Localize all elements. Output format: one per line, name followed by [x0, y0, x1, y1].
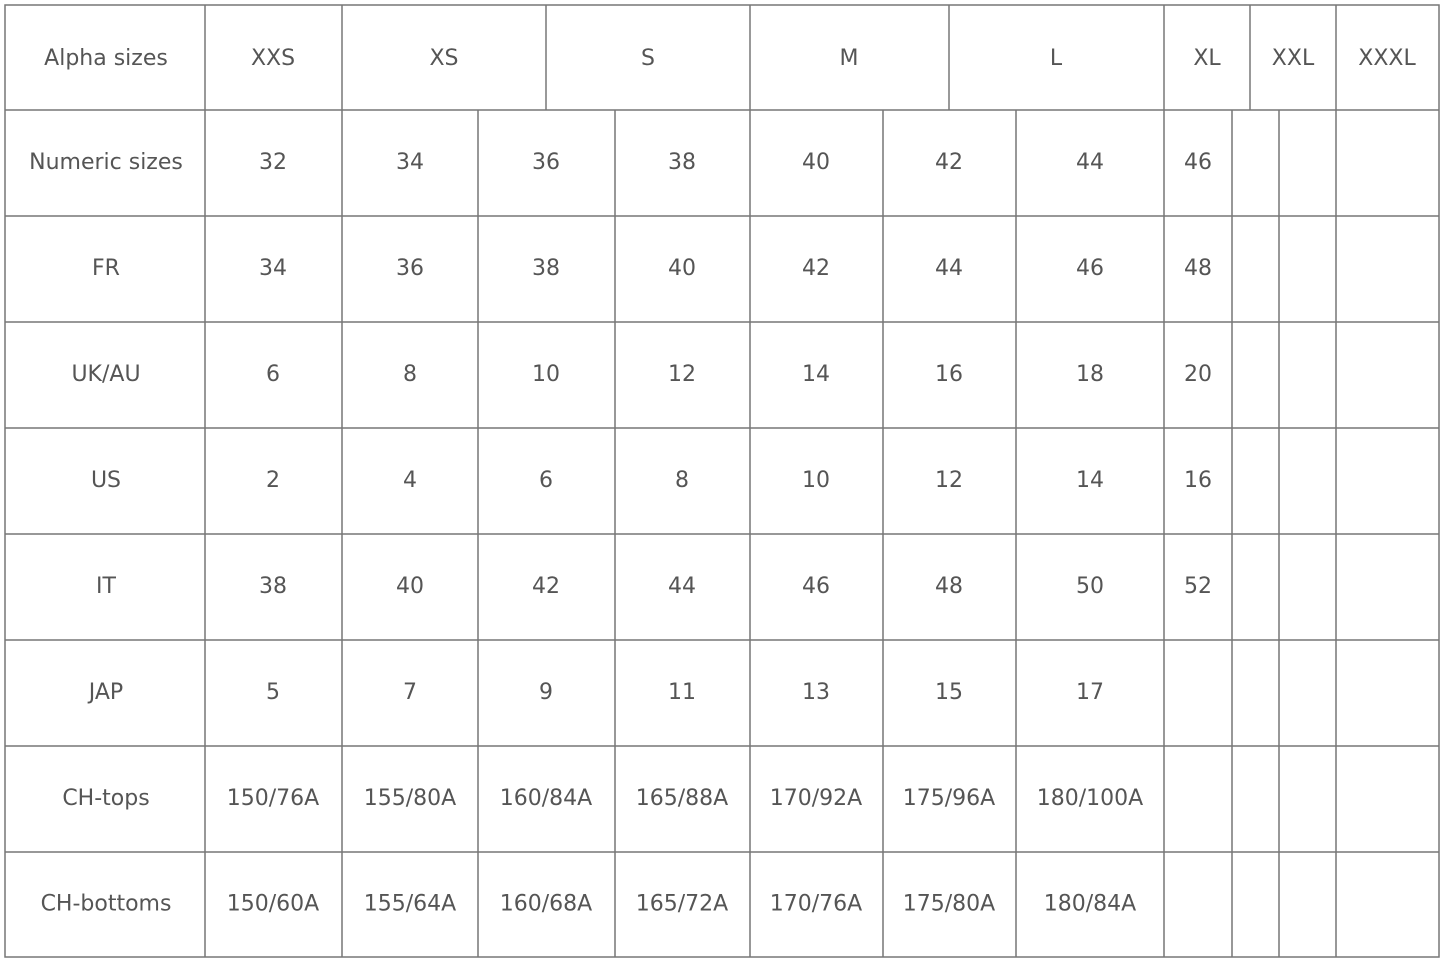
size-cell: 44: [1076, 150, 1104, 175]
size-cell: 12: [935, 468, 963, 493]
header-cell: M: [840, 46, 859, 71]
size-cell: 2: [266, 468, 280, 493]
size-cell: 8: [403, 362, 417, 387]
size-cell: 9: [539, 680, 553, 705]
size-cell: 8: [675, 468, 689, 493]
size-cell: 44: [935, 256, 963, 281]
size-cell: 46: [802, 574, 830, 599]
size-cell: 38: [532, 256, 560, 281]
size-cell: 10: [802, 468, 830, 493]
size-cell: 160/84A: [500, 786, 592, 811]
size-cell: 40: [802, 150, 830, 175]
row-label: Numeric sizes: [29, 150, 183, 175]
size-cell: 6: [539, 468, 553, 493]
size-cell: 150/60A: [227, 892, 319, 917]
size-cell: 48: [1184, 256, 1212, 281]
size-cell: 42: [802, 256, 830, 281]
size-cell: 42: [935, 150, 963, 175]
size-cell: 17: [1076, 680, 1104, 705]
header-cell: L: [1050, 46, 1063, 71]
size-cell: 175/80A: [903, 892, 995, 917]
size-cell: 180/100A: [1037, 786, 1143, 811]
size-cell: 165/72A: [636, 892, 728, 917]
size-cell: 46: [1184, 150, 1212, 175]
size-cell: 13: [802, 680, 830, 705]
size-cell: 10: [532, 362, 560, 387]
size-cell: 36: [532, 150, 560, 175]
size-cell: 18: [1076, 362, 1104, 387]
size-cell: 11: [668, 680, 696, 705]
size-cell: 170/76A: [770, 892, 862, 917]
size-cell: 7: [403, 680, 417, 705]
size-cell: 20: [1184, 362, 1212, 387]
size-cell: 14: [802, 362, 830, 387]
size-cell: 36: [396, 256, 424, 281]
size-cell: 46: [1076, 256, 1104, 281]
size-cell: 12: [668, 362, 696, 387]
size-cell: 40: [396, 574, 424, 599]
size-cell: 34: [259, 256, 287, 281]
row-label: JAP: [87, 680, 123, 705]
size-cell: 15: [935, 680, 963, 705]
size-cell: 48: [935, 574, 963, 599]
row-label: CH-bottoms: [41, 892, 172, 917]
header-cell: S: [641, 46, 655, 71]
size-cell: 50: [1076, 574, 1104, 599]
size-cell: 4: [403, 468, 417, 493]
size-cell: 44: [668, 574, 696, 599]
header-cell: XS: [429, 46, 458, 71]
size-cell: 34: [396, 150, 424, 175]
size-cell: 155/64A: [364, 892, 456, 917]
header-cell: XXXL: [1358, 46, 1416, 71]
row-label: US: [91, 468, 121, 493]
header-cell: XXS: [251, 46, 295, 71]
size-cell: 42: [532, 574, 560, 599]
size-cell: 16: [1184, 468, 1212, 493]
row-label: FR: [92, 256, 120, 281]
size-cell: 16: [935, 362, 963, 387]
row-label: IT: [96, 574, 116, 599]
size-cell: 5: [266, 680, 280, 705]
size-cell: 52: [1184, 574, 1212, 599]
size-cell: 165/88A: [636, 786, 728, 811]
size-cell: 38: [259, 574, 287, 599]
row-label: UK/AU: [71, 362, 140, 387]
size-cell: 150/76A: [227, 786, 319, 811]
table-border: [4, 4, 1440, 958]
row-label: CH-tops: [62, 786, 149, 811]
size-cell: 38: [668, 150, 696, 175]
header-cell: XXL: [1272, 46, 1315, 71]
header-cell: Alpha sizes: [44, 46, 168, 71]
size-cell: 180/84A: [1044, 892, 1136, 917]
size-cell: 32: [259, 150, 287, 175]
size-cell: 170/92A: [770, 786, 862, 811]
size-cell: 40: [668, 256, 696, 281]
size-cell: 175/96A: [903, 786, 995, 811]
header-cell: XL: [1193, 46, 1221, 71]
size-cell: 14: [1076, 468, 1104, 493]
size-cell: 160/68A: [500, 892, 592, 917]
size-cell: 155/80A: [364, 786, 456, 811]
size-cell: 6: [266, 362, 280, 387]
